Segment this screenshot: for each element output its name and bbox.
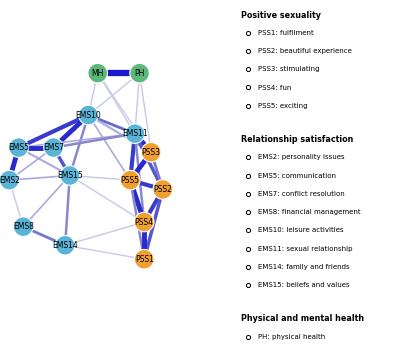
Text: EMS7: EMS7 [43,143,64,152]
Circle shape [120,170,140,190]
Text: EMS8: financial management: EMS8: financial management [258,209,360,215]
Circle shape [44,138,63,157]
Text: EMS11: sexual relationship: EMS11: sexual relationship [258,246,352,252]
Text: PSS1: fulfilment: PSS1: fulfilment [258,30,314,36]
Text: EMS7: conflict resolution: EMS7: conflict resolution [258,191,344,197]
Text: EMS10: EMS10 [75,111,101,120]
Circle shape [55,236,75,255]
Text: EMS2: personality issues: EMS2: personality issues [258,154,344,160]
Circle shape [153,180,172,199]
Circle shape [130,64,149,83]
Text: MH: MH [91,69,104,78]
Text: Relationship satisfaction: Relationship satisfaction [241,135,353,144]
Text: EMS15: EMS15 [57,171,83,180]
Text: EMS15: beliefs and values: EMS15: beliefs and values [258,282,349,288]
Circle shape [60,166,79,185]
Text: Positive sexuality: Positive sexuality [241,11,321,20]
Text: PSS4: fun: PSS4: fun [258,85,291,91]
Text: EMS5: communication: EMS5: communication [258,173,336,179]
Text: PSS2: beautiful experience: PSS2: beautiful experience [258,48,352,54]
Text: EMS8: EMS8 [13,222,34,231]
Text: PSS3: PSS3 [142,148,161,157]
Circle shape [14,217,33,237]
Text: PH: physical health: PH: physical health [258,334,325,340]
Text: PSS2: PSS2 [153,185,172,194]
Text: PSS1: PSS1 [135,255,154,264]
Text: PSS4: PSS4 [135,218,154,226]
Text: EMS2: EMS2 [0,176,20,185]
Circle shape [134,212,154,232]
Text: EMS14: family and friends: EMS14: family and friends [258,264,349,270]
Circle shape [125,124,145,144]
Text: PSS3: stimulating: PSS3: stimulating [258,66,319,72]
Text: EMS5: EMS5 [8,143,29,152]
Text: EMS11: EMS11 [122,129,148,138]
Circle shape [0,170,19,190]
Circle shape [142,143,161,162]
Text: PSS5: exciting: PSS5: exciting [258,103,307,109]
Text: EMS14: EMS14 [52,241,78,250]
Text: Physical and mental health: Physical and mental health [241,314,364,324]
Circle shape [134,250,154,269]
Text: PH: PH [134,69,145,78]
Text: EMS10: leisure activities: EMS10: leisure activities [258,227,344,233]
Circle shape [88,64,107,83]
Circle shape [9,138,28,157]
Circle shape [79,105,98,125]
Text: PSS5: PSS5 [121,176,140,185]
